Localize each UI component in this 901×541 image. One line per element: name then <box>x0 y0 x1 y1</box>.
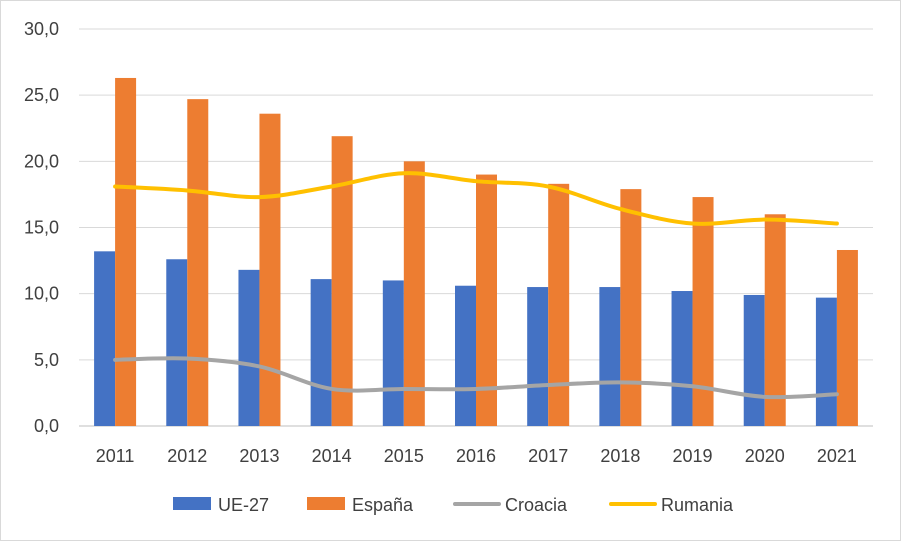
x-tick-label: 2018 <box>600 446 640 466</box>
bar-ue-27-2021 <box>815 297 837 426</box>
bar-espana-2019 <box>692 197 714 426</box>
bars <box>94 77 858 427</box>
x-tick-label: 2019 <box>673 446 713 466</box>
legend-label-ue-27: UE-27 <box>218 495 269 515</box>
legend-swatch-espana <box>307 497 345 510</box>
bar-espana-2014 <box>331 136 353 426</box>
y-tick-label: 15,0 <box>24 218 59 238</box>
x-tick-label: 2011 <box>96 446 135 466</box>
y-tick-label: 0,0 <box>34 416 59 436</box>
bar-ue-27-2018 <box>599 287 621 426</box>
bar-espana-2015 <box>403 161 425 427</box>
legend-label-espana: España <box>352 495 414 515</box>
legend: UE-27 España Croacia Rumania <box>173 495 734 515</box>
tick-labels: 0,0 5,0 10,0 15,0 20,0 25,0 30,0 2011 2012 2013 20… <box>24 19 857 466</box>
bar-espana-2011 <box>115 77 137 427</box>
bar-espana-2017 <box>548 183 570 426</box>
bar-ue-27-2015 <box>382 280 404 426</box>
y-tick-label: 20,0 <box>24 151 59 171</box>
bar-espana-2013 <box>259 113 281 427</box>
x-tick-label: 2021 <box>817 446 857 466</box>
bar-espana-2012 <box>187 99 209 427</box>
x-tick-label: 2012 <box>167 446 207 466</box>
y-tick-label: 30,0 <box>24 19 59 39</box>
bar-ue-27-2016 <box>455 285 476 426</box>
bar-ue-27-2019 <box>671 291 693 426</box>
bar-espana-2018 <box>620 189 642 426</box>
y-tick-label: 5,0 <box>34 350 59 370</box>
bar-espana-2021 <box>836 249 858 426</box>
bar-ue-27-2013 <box>238 269 260 426</box>
x-tick-label: 2016 <box>456 446 496 466</box>
bar-espana-2016 <box>476 174 497 426</box>
bar-espana-2020 <box>764 214 786 426</box>
line-rumania <box>113 171 839 226</box>
legend-swatch-ue-27 <box>173 497 211 510</box>
bar-ue-27-2011 <box>94 251 116 426</box>
bar-ue-27-2014 <box>310 279 332 426</box>
y-tick-label: 10,0 <box>24 284 59 304</box>
x-tick-label: 2013 <box>239 446 279 466</box>
y-tick-label: 25,0 <box>24 85 59 105</box>
bar-ue-27-2020 <box>743 294 765 426</box>
x-tick-label: 2017 <box>528 446 568 466</box>
bar-ue-27-2012 <box>166 259 188 426</box>
x-tick-label: 2014 <box>312 446 352 466</box>
legend-label-croacia: Croacia <box>505 495 568 515</box>
lines <box>113 171 839 400</box>
line-croacia <box>113 356 839 400</box>
x-tick-label: 2020 <box>745 446 785 466</box>
x-tick-label: 2015 <box>384 446 424 466</box>
bar-ue-27-2017 <box>527 287 549 426</box>
legend-label-rumania: Rumania <box>661 495 734 515</box>
